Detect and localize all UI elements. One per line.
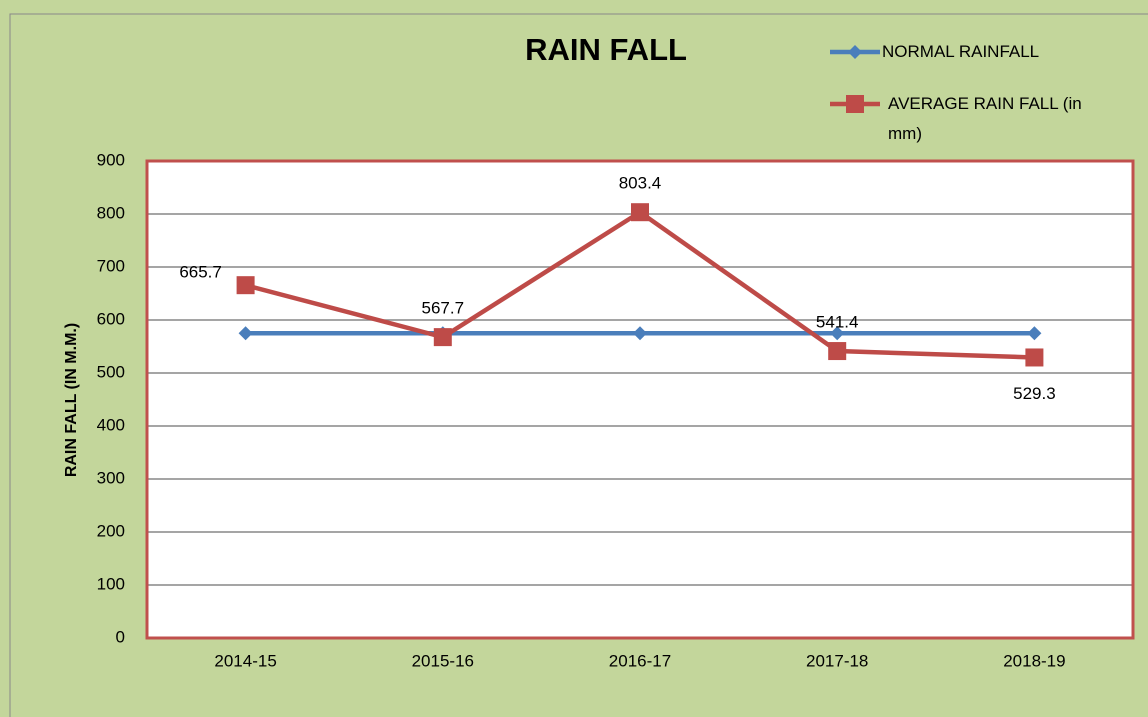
- data-label: 803.4: [619, 174, 662, 193]
- marker: [1027, 326, 1042, 341]
- y-tick-label: 200: [97, 521, 125, 540]
- y-tick-label: 100: [97, 574, 125, 593]
- x-tick-label: 2018-19: [1003, 651, 1065, 670]
- y-tick-label: 400: [97, 415, 125, 434]
- marker: [828, 342, 847, 361]
- legend-label: AVERAGE RAIN FALL (in mm): [888, 94, 1082, 143]
- plot-border: [145, 159, 1135, 640]
- y-tick-label: 800: [97, 203, 125, 222]
- x-tick-label: 2016-17: [609, 651, 671, 670]
- data-label: 665.7: [179, 263, 222, 282]
- y-tick-label: 300: [97, 468, 125, 487]
- y-tick-label: 500: [97, 362, 125, 381]
- marker: [236, 276, 255, 295]
- chart-title: RAIN FALL: [525, 32, 687, 67]
- marker: [1025, 348, 1044, 367]
- marker: [238, 326, 253, 341]
- chart-border: [9, 13, 1148, 717]
- y-tick-label: 700: [97, 256, 125, 275]
- legend-marker: [848, 45, 862, 59]
- x-tick-label: 2017-18: [806, 651, 868, 670]
- y-tick-label: 600: [97, 309, 125, 328]
- marker: [433, 328, 452, 347]
- legend-label: NORMAL RAINFALL: [882, 42, 1040, 61]
- data-label: 541.4: [816, 313, 859, 332]
- x-tick-label: 2014-15: [214, 651, 276, 670]
- marker: [631, 203, 649, 222]
- y-tick-label: 900: [97, 150, 125, 169]
- plot-area: [147, 161, 1133, 638]
- data-label: 567.7: [422, 299, 465, 318]
- marker: [633, 326, 647, 341]
- marker: [830, 326, 845, 341]
- data-label: 529.3: [1013, 384, 1056, 403]
- x-tick-label: 2015-16: [412, 651, 474, 670]
- y-axis-label: RAIN FALL (IN M.M.): [63, 323, 80, 477]
- y-tick-label: 0: [116, 627, 125, 646]
- legend-marker: [846, 95, 864, 113]
